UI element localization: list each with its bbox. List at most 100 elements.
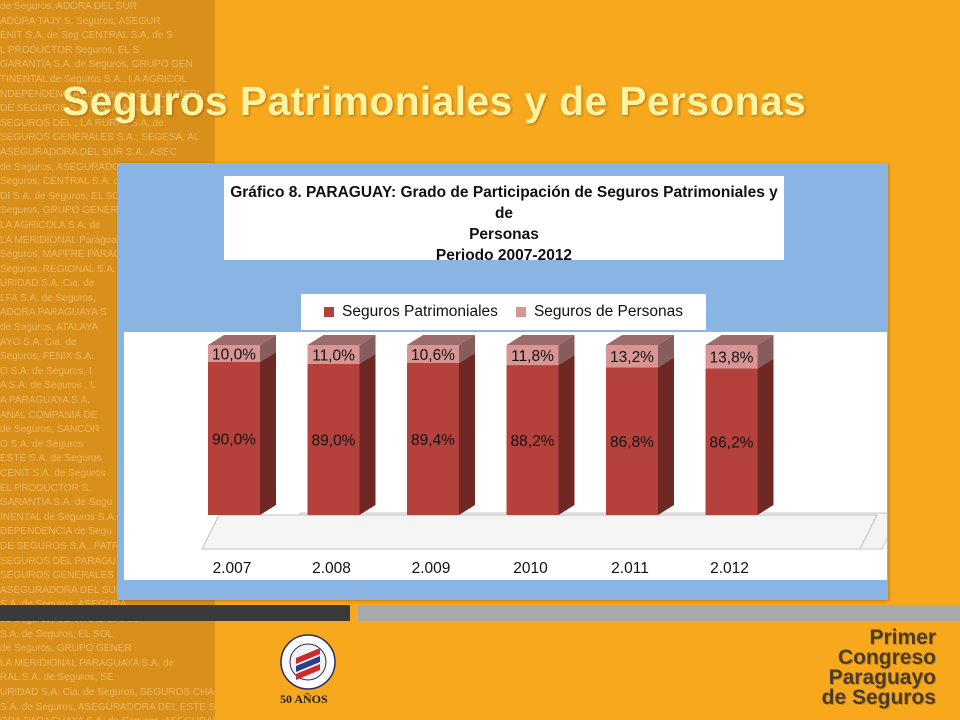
insurer-names-line: INENTAL de Seguros S.A. bbox=[0, 511, 117, 523]
logo-caption: 50 AÑOS bbox=[280, 692, 328, 706]
insurer-names-line: ESTE S.A. de Seguros bbox=[0, 453, 102, 465]
insurer-names-text: de Seguros, ADORA DEL SUR ADORA TAJY S. S… bbox=[0, 0, 215, 720]
insurer-names-line: EL PRODUCTOR S. bbox=[0, 482, 92, 494]
x-tick-label-4: 2.011 bbox=[611, 560, 649, 577]
data-label-personas-5: 13,8% bbox=[710, 350, 754, 367]
insurer-names-line: LA AGRICOLA S.A. de bbox=[0, 219, 101, 231]
x-tick-label-5: 2.012 bbox=[710, 560, 749, 577]
chart-title: Gráfico 8. PARAGUAY: Grado de Participac… bbox=[224, 176, 784, 264]
insurer-names-line: RAL S.A. de Seguros, SE bbox=[0, 672, 114, 684]
congress-line-1: Primer bbox=[869, 626, 936, 649]
chart-panel: Gráfico 8. PARAGUAY: Grado de Participac… bbox=[117, 163, 888, 600]
bar-side-0-1 bbox=[359, 353, 376, 515]
x-tick-label-3: 2010 bbox=[513, 560, 548, 577]
chart-title-line-3: Periodo 2007-2012 bbox=[435, 247, 573, 264]
insurer-names-line: A PARAGUAYA S.A. bbox=[0, 395, 91, 407]
footer-divider-gray bbox=[358, 605, 960, 621]
insurer-names-line: de Seguros, GRUPO GENER bbox=[0, 643, 132, 655]
bar-top-1 bbox=[307, 335, 376, 345]
data-label-patrimoniales-5: 86,2% bbox=[710, 435, 754, 452]
insurer-names-line: DI S.A. de Seguros, EL SOL bbox=[0, 190, 126, 202]
bar-top-5 bbox=[705, 335, 774, 345]
congress-branding: Primer Congreso Paraguayo de Seguros bbox=[790, 626, 936, 709]
insurer-names-line: ANAL COMPANIA DE bbox=[0, 409, 98, 421]
data-label-personas-4: 13,2% bbox=[610, 349, 654, 366]
insurer-names-line: S.A. de Seguros, ASEGURA bbox=[0, 598, 215, 613]
data-label-personas-0: 10,0% bbox=[212, 347, 256, 364]
data-label-personas-3: 11,8% bbox=[511, 348, 554, 365]
insurer-names-line: ASEGURADORA DEL SUR bbox=[0, 584, 123, 596]
insurer-names-line: S.A. de Seguros, ASEGURADORA DEL ESTE S.… bbox=[0, 701, 215, 713]
insurer-names-line: A S.A. de Seguros , L bbox=[0, 380, 96, 392]
insurer-names-line: ADORA TAJY S. Seguros, ASEGUR bbox=[0, 15, 161, 27]
bar-personas-5 bbox=[705, 345, 758, 369]
x-tick-label-2: 2.009 bbox=[412, 560, 451, 577]
insurer-names-line: NDEPENDENCIA de Seguros S.A., LA MERI bbox=[0, 88, 200, 100]
insurer-names-line: Seguros, REGIONAL S.A. bbox=[0, 263, 116, 275]
data-label-patrimoniales-3: 88,2% bbox=[511, 433, 555, 450]
data-label-patrimoniales-2: 89,4% bbox=[411, 432, 455, 449]
insurer-names-line: SEGUROS GENERALES S.A. bbox=[0, 570, 136, 582]
legend-label-personas: Seguros de Personas bbox=[533, 303, 684, 320]
bar-personas-4 bbox=[606, 345, 658, 368]
insurer-names-line: DE SEGUROS S.A., PATRIA S.A bbox=[0, 540, 147, 552]
chart-legend: Seguros Patrimoniales Seguros de Persona… bbox=[301, 294, 706, 330]
insurer-names-line: LFA S.A. de Seguros, bbox=[0, 292, 96, 304]
bar-patrimoniales-1 bbox=[307, 363, 360, 515]
insurer-names-line: Seguros, MAPFRE PARAGU bbox=[0, 249, 129, 261]
insurer-names-line: URIDAD S.A. Cia. de bbox=[0, 278, 95, 290]
footer-divider-dark bbox=[0, 605, 350, 621]
bar-top-2 bbox=[407, 335, 475, 345]
bar-top-4 bbox=[606, 335, 674, 345]
x-tick-label-1: 2.008 bbox=[312, 560, 351, 577]
bar-side-1-0 bbox=[260, 335, 276, 362]
insurer-names-line: SEGUROS DEL PARAGUAY S bbox=[0, 555, 139, 567]
bar-personas-2 bbox=[407, 345, 459, 364]
bar-side-0-5 bbox=[757, 358, 774, 515]
x-tick-label-0: 2.007 bbox=[213, 560, 252, 577]
insurer-names-line: L PRODUCTOR Seguros, EL S bbox=[0, 44, 140, 56]
chart-floor-plane bbox=[201, 514, 878, 550]
bar-side-1-5 bbox=[757, 335, 774, 369]
data-label-personas-1: 11,0% bbox=[312, 347, 355, 364]
legend-swatch-patrimoniales bbox=[323, 307, 334, 317]
bar-side-1-4 bbox=[658, 335, 674, 368]
bar-side-0-4 bbox=[658, 357, 674, 515]
bar-patrimoniales-0 bbox=[208, 362, 260, 515]
insurer-names-line: AYO S.A. Cia. de bbox=[0, 336, 77, 348]
bar-side-0-2 bbox=[459, 353, 475, 515]
data-label-patrimoniales-4: 86,8% bbox=[610, 434, 654, 451]
insurer-names-line: GARANTIA S.A. de Segu bbox=[0, 497, 113, 509]
bar-personas-3 bbox=[506, 345, 559, 366]
bar-patrimoniales-3 bbox=[506, 365, 559, 515]
insurer-names-line: LA MERIDIONAL PARAGUAYA S.A. de bbox=[0, 657, 175, 669]
legend-item-personas: Seguros de Personas bbox=[515, 303, 684, 321]
legend-item-patrimoniales: Seguros Patrimoniales bbox=[323, 303, 498, 321]
congress-line-2: Congreso bbox=[837, 646, 936, 669]
data-label-personas-2: 10,6% bbox=[411, 347, 455, 364]
insurer-names-line: Seguros, FENIX S.A. bbox=[0, 351, 94, 363]
page-title: Seguros Patrimoniales y de Personas bbox=[62, 78, 807, 124]
insurer-names-line: de Seguros, ASEGURADORA YACYR bbox=[0, 161, 170, 173]
insurer-names-line: O S.A. de Seguros bbox=[0, 438, 84, 450]
bar-side-0-0 bbox=[260, 352, 276, 515]
insurer-names-line: Seguros, GRUPO GENER bbox=[0, 205, 118, 217]
bar-side-1-3 bbox=[558, 335, 575, 366]
bar-patrimoniales-5 bbox=[705, 368, 758, 515]
data-label-patrimoniales-1: 89,0% bbox=[312, 432, 356, 449]
insurer-names-line: URIDAD S.A. Cia. de Seguros, SEGUROS CHA… bbox=[0, 686, 215, 698]
insurer-names-line: DE SEGUROS S.A., PATRIA S.A. de bbox=[0, 103, 164, 115]
congress-line-4: de Seguros bbox=[821, 686, 936, 709]
insurer-names-line: S.A. de Seguros, EL SOL bbox=[0, 628, 114, 640]
chart-svg: 90,0% 10,0% 2.007 89,0% 11,0% 2.008 89,4% 10,6%… bbox=[201, 335, 887, 577]
insurer-names-line: de Seguros, ADORA DEL SUR bbox=[0, 1, 137, 12]
legend-label-patrimoniales: Seguros Patrimoniales bbox=[341, 303, 498, 320]
insurer-names-line: Seguros, CENTRAL S.A. de Seguros bbox=[0, 176, 165, 188]
legend-swatch-personas bbox=[515, 307, 526, 317]
insurer-names-line: DEPENDENCIA de Segu bbox=[0, 526, 112, 538]
insurer-names-line: de Seguros, SANCOR bbox=[0, 424, 100, 436]
bar-personas-1 bbox=[307, 345, 360, 364]
insurer-names-line: ADORA PARAGUAYA S bbox=[0, 307, 107, 319]
bar-side-1-1 bbox=[359, 335, 376, 364]
